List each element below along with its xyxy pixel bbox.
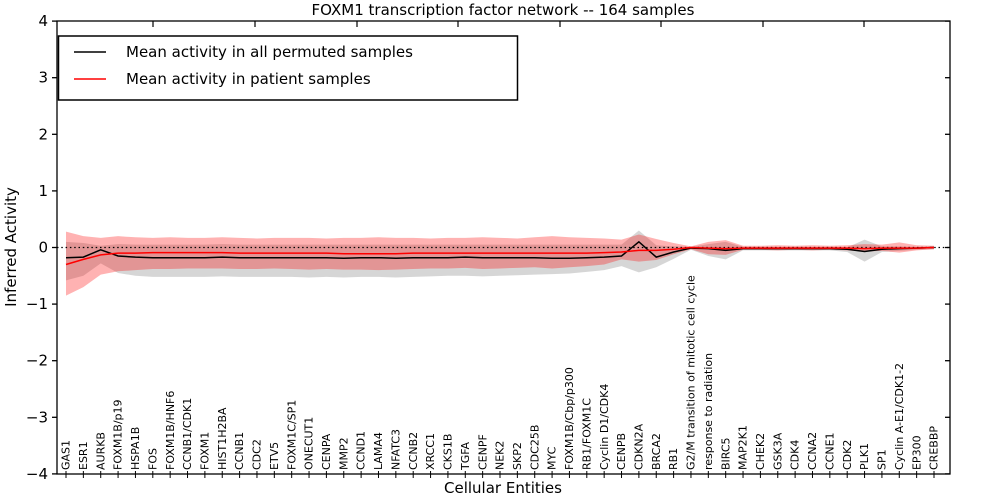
category-label: FOXM1C/SP1: [285, 400, 298, 470]
category-label: CCNB2: [407, 432, 420, 470]
category-label: CCNB1: [233, 432, 246, 470]
category-label: CCND1: [355, 431, 368, 470]
category-label: TGFA: [459, 441, 472, 471]
category-label: CDC2: [251, 439, 264, 470]
category-label: HIST1H2BA: [216, 407, 229, 470]
category-label: HSPA1B: [129, 427, 142, 470]
y-tick-label: −1: [26, 295, 48, 313]
category-label: GAS1: [60, 440, 73, 470]
category-label: GSK3A: [771, 432, 784, 470]
chart-title: FOXM1 transcription factor network -- 16…: [312, 1, 695, 19]
category-label: MAP2K1: [737, 425, 750, 470]
y-tick-label: 3: [38, 69, 48, 87]
category-label: NFATC3: [389, 429, 402, 470]
y-tick-label: 4: [38, 12, 48, 30]
mean-patient-line: [65, 246, 935, 266]
y-axis-label: Inferred Activity: [2, 187, 20, 307]
permuted-std-band: [66, 230, 934, 281]
category-label: BIRC5: [719, 437, 732, 470]
legend-frame: [57, 35, 519, 101]
category-label: CENPA: [320, 433, 333, 470]
category-label: LAMA4: [372, 432, 385, 470]
y-tick-label: 0: [38, 239, 48, 257]
category-label: CHEK2: [754, 433, 767, 470]
category-label: ONECUT1: [303, 417, 316, 470]
category-label: CENPB: [615, 433, 628, 470]
category-label: Cyclin A-E1/CDK1-2: [893, 363, 906, 470]
category-label: ESR1: [77, 441, 90, 470]
category-label: CCNA2: [806, 432, 819, 470]
patient-std-band: [66, 231, 934, 296]
category-label: PLK1: [858, 443, 871, 470]
y-tick-label: −2: [26, 352, 48, 370]
legend-label-patient-samples: Mean activity in patient samples: [126, 70, 371, 88]
category-label: MMP2: [337, 437, 350, 470]
category-label: CDKN2A: [633, 423, 646, 470]
category-label: SP1: [876, 449, 889, 470]
category-label: CENPF: [476, 434, 489, 470]
category-label: CREBBP: [928, 426, 941, 470]
category-label: BRCA2: [650, 433, 663, 470]
category-label: AURKB: [94, 432, 107, 470]
x-axis-label: Cellular Entities: [444, 479, 562, 497]
category-label: CKS1B: [442, 434, 455, 470]
category-label: FOXM1B/HNF6: [164, 391, 177, 470]
category-label: XRCC1: [424, 433, 437, 470]
category-label: MYC: [546, 446, 559, 470]
category-label: CCNB1/CDK1: [181, 398, 194, 470]
category-label: FOXM1B/Cbp/p300: [563, 367, 576, 470]
legend-label-permuted-samples: Mean activity in all permuted samples: [126, 43, 413, 61]
category-label: G2/M transition of mitotic cell cycle: [685, 275, 698, 470]
y-tick-label: −4: [26, 465, 48, 483]
category-label: FOXM1B/p19: [112, 399, 125, 470]
category-label: FOS: [146, 448, 159, 470]
category-label: ETV5: [268, 442, 281, 470]
category-label: CCNE1: [823, 432, 836, 470]
category-label: CDK2: [841, 440, 854, 470]
category-label: FOXM1: [199, 432, 212, 470]
plot-area: 4 3 2 1 0 −1 −2 −3 −4 GAS1 ESR1 AURKB FOXM1B/p19 HSPA…: [26, 12, 951, 483]
y-tick-label: 2: [38, 125, 48, 143]
y-tick-label: −3: [26, 408, 48, 426]
category-label: NEK2: [494, 441, 507, 470]
category-label: EP300: [910, 435, 923, 470]
category-label: SKP2: [511, 442, 524, 470]
category-label: CDK4: [789, 440, 802, 470]
category-label: CDC25B: [528, 425, 541, 470]
category-label: Cyclin D1/CDK4: [598, 384, 611, 470]
category-label: RB1/FOXM1C: [580, 398, 593, 470]
category-label: response to radiation: [702, 353, 715, 470]
legend: Mean activity in all permuted samples Me…: [57, 35, 519, 101]
y-tick-label: 1: [38, 182, 48, 200]
category-label: RB1: [667, 448, 680, 470]
